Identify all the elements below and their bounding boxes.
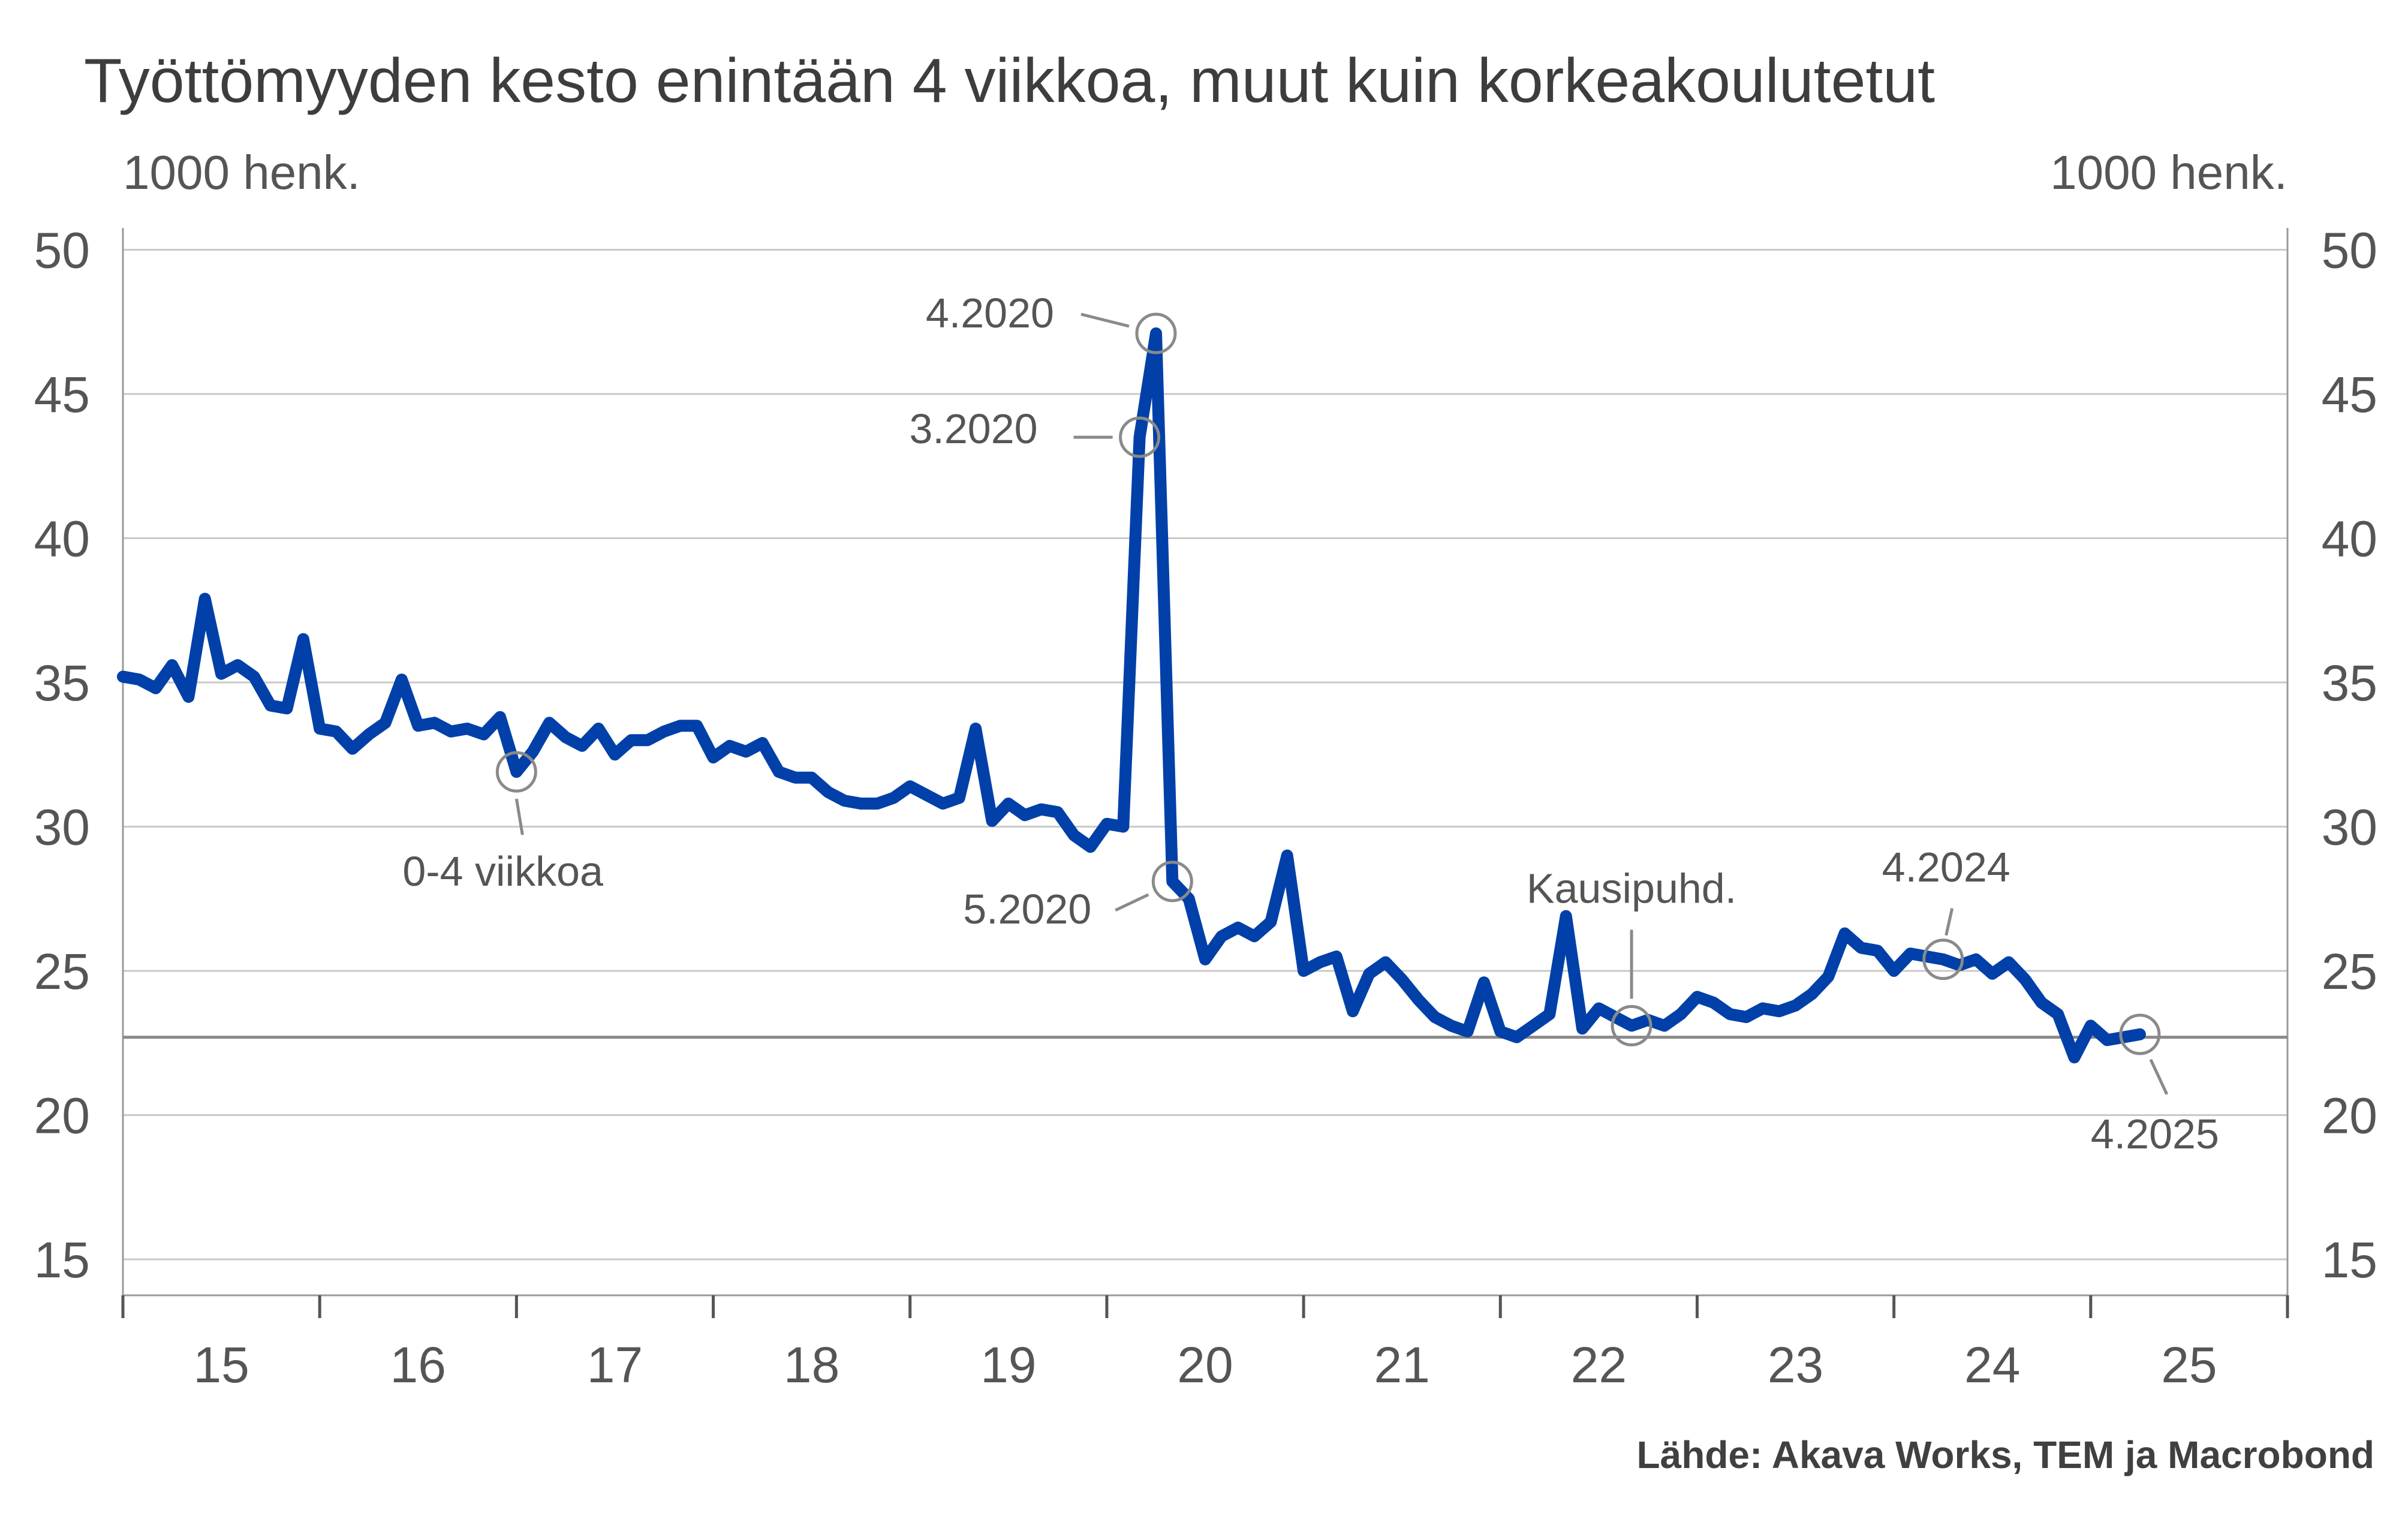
annotation-label-3: 5.2020	[963, 886, 1091, 933]
x-tick-label-15: 15	[193, 1337, 249, 1393]
source-note: Lähde: Akava Works, TEM ja Macrobond	[1637, 1433, 2374, 1476]
axes	[121, 228, 2289, 1318]
series-layer	[117, 327, 2146, 1064]
annotation-marker-2	[1135, 312, 1177, 354]
y-tick-left-40: 40	[34, 511, 90, 567]
x-tick-label-25: 25	[2161, 1337, 2217, 1393]
annotation-marker-4	[1611, 1004, 1653, 1046]
y-tick-left-30: 30	[34, 799, 90, 856]
y-tick-right-15: 15	[2322, 1232, 2377, 1288]
annotation-marker-1	[1119, 416, 1161, 458]
annotation-leader-6	[2149, 1058, 2169, 1095]
y-tick-left-45: 45	[34, 366, 90, 423]
annotation-label-2: 4.2020	[926, 290, 1054, 336]
x-tick-label-21: 21	[1374, 1337, 1429, 1393]
y-tick-right-50: 50	[2322, 222, 2377, 279]
annotation-marker-5	[1922, 939, 1964, 980]
y-tick-right-20: 20	[2322, 1088, 2377, 1144]
x-tick-label-24: 24	[1964, 1337, 2020, 1393]
annotation-leader-3	[1115, 893, 1149, 912]
series-line	[117, 327, 2146, 1064]
annotation-marker-6	[2119, 1013, 2161, 1055]
x-tick-label-17: 17	[587, 1337, 643, 1393]
y-tick-right-35: 35	[2322, 655, 2377, 711]
y-tick-left-20: 20	[34, 1088, 90, 1144]
x-tick-label-16: 16	[390, 1337, 446, 1393]
x-tick-label-22: 22	[1571, 1337, 1627, 1393]
x-tick-label-20: 20	[1177, 1337, 1233, 1393]
annotation-leader-0	[514, 798, 524, 835]
annotation-marker-3	[1151, 861, 1193, 903]
y-tick-left-25: 25	[34, 943, 90, 1000]
annotation-label-6: 4.2025	[2091, 1111, 2219, 1157]
y-tick-left-15: 15	[34, 1232, 90, 1288]
annotation-leader-5	[1945, 908, 1954, 936]
y-tick-left-50: 50	[34, 222, 90, 279]
y-tick-left-35: 35	[34, 655, 90, 711]
y-tick-right-30: 30	[2322, 799, 2377, 856]
annotation-leader-2	[1080, 312, 1130, 328]
x-tick-label-18: 18	[784, 1337, 839, 1393]
grid	[123, 249, 2287, 1261]
y-tick-right-25: 25	[2322, 943, 2377, 1000]
annotations: 0-4 viikkoa 3.2020 4.2020 5.2020 Kausipuhd. 4…	[402, 290, 2219, 1157]
y-tick-right-45: 45	[2322, 366, 2377, 423]
annotation-label-5: 4.2024	[1882, 844, 2010, 891]
y-tick-labels: 15 15 20 20 25 25 30 30 35 35 40 40 45 45 50 50	[34, 222, 2377, 1289]
y-axis-label-right: 1000 henk.	[2050, 146, 2287, 199]
x-tick-labels: 15 16 17 18 19 20 21 22 23 24 25	[193, 1337, 2217, 1393]
y-tick-right-40: 40	[2322, 511, 2377, 567]
y-axis-label-left: 1000 henk.	[123, 146, 360, 199]
annotation-label-4: Kausipuhd.	[1527, 865, 1736, 912]
chart-title: Työttömyyden kesto enintään 4 viikkoa, m…	[84, 46, 1935, 116]
annotation-marker-0	[495, 751, 537, 793]
annotation-label-0: 0-4 viikkoa	[402, 848, 603, 895]
x-tick-label-19: 19	[980, 1337, 1036, 1393]
annotation-label-1: 3.2020	[909, 405, 1037, 452]
x-tick-label-23: 23	[1768, 1337, 1823, 1393]
